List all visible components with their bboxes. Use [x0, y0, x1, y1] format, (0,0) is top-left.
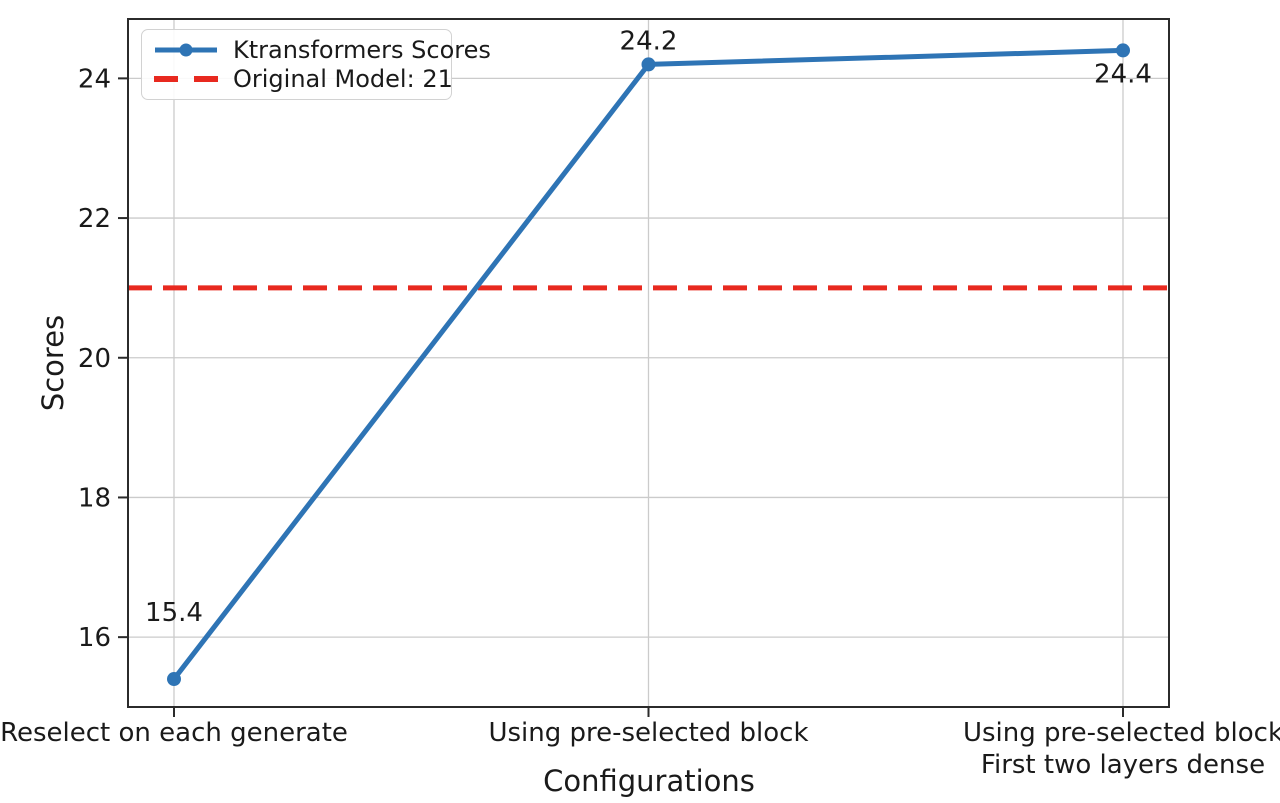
legend: Ktransformers Scores Original Model: 21 — [141, 29, 491, 100]
legend-item-ktransformers-scores: Ktransformers Scores — [154, 36, 491, 64]
x-axis-title: Configurations — [543, 764, 755, 798]
data-point — [641, 57, 656, 72]
dashed-line-icon — [154, 75, 218, 82]
legend-label-series: Ktransformers Scores — [233, 36, 491, 65]
line-with-marker-icon — [155, 43, 217, 57]
data-point-label: 15.4 — [145, 598, 203, 628]
y-axis-title: Scores — [36, 314, 70, 412]
y-tick-label: 16 — [78, 623, 111, 653]
data-point — [1116, 43, 1130, 58]
y-tick-label: 20 — [78, 344, 111, 374]
data-point-label: 24.2 — [620, 26, 678, 56]
y-tick-label: 22 — [78, 204, 111, 234]
legend-item-original-model: Original Model: 21 — [154, 65, 453, 93]
data-point-label: 24.4 — [1094, 59, 1152, 89]
x-tick-label: Using pre-selected block First two layers… — [963, 718, 1280, 780]
legend-label-reference: Original Model: 21 — [233, 64, 453, 93]
x-tick-label: Using pre-selected block — [488, 718, 808, 748]
x-tick-label: Reselect on each generate — [0, 718, 348, 748]
y-tick-label: 24 — [78, 64, 111, 94]
data-point — [167, 672, 181, 687]
y-tick-label: 18 — [78, 483, 111, 513]
